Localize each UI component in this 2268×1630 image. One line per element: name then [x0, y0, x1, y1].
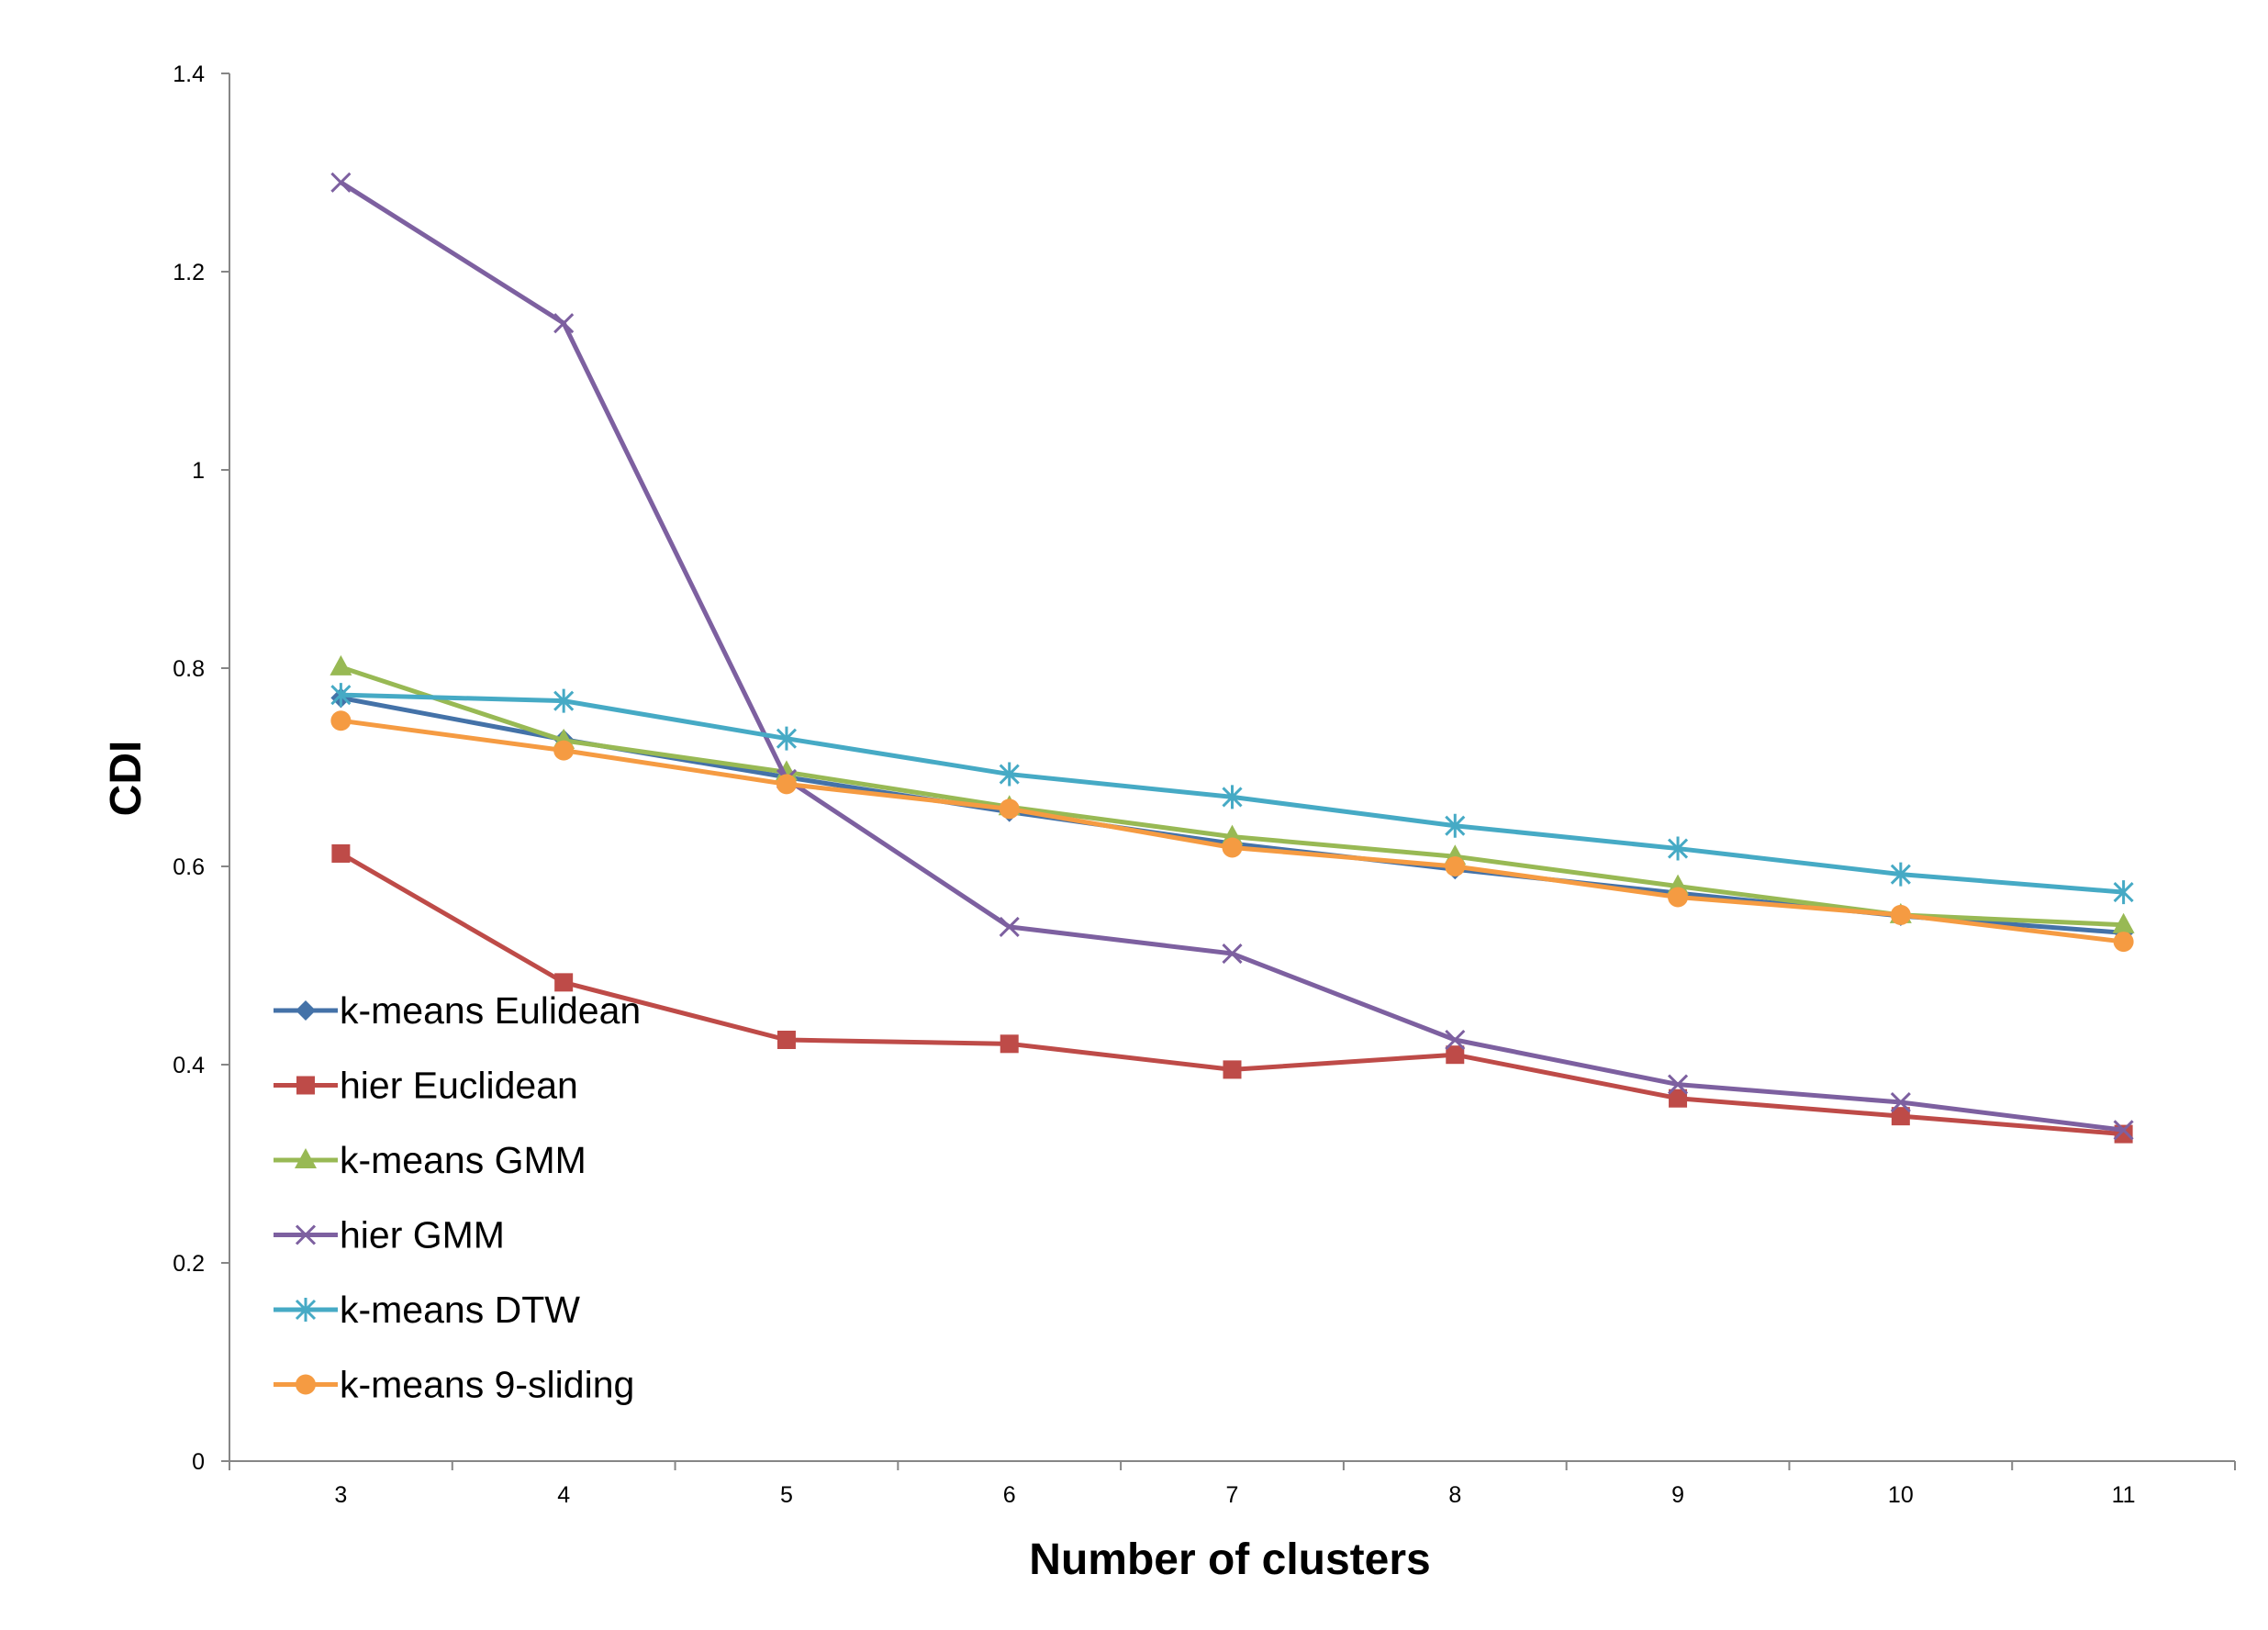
y-tick-label: 1 [192, 458, 205, 484]
legend-marker [296, 1000, 316, 1021]
x-tick-label: 6 [1003, 1482, 1016, 1508]
legend-marker [295, 1148, 317, 1168]
data-point [1669, 1089, 1688, 1108]
data-point [1445, 813, 1466, 838]
y-tick-label: 1.2 [173, 260, 205, 285]
legend-label: hier Euclidean [340, 1065, 578, 1107]
y-axis-title: CDI [102, 741, 151, 817]
legend-label: k-means DTW [340, 1289, 580, 1331]
legend-label: k-means 9-sliding [340, 1364, 634, 1406]
data-point [1890, 862, 1911, 887]
legend-item: hier Euclidean [274, 1065, 578, 1107]
data-point [776, 774, 797, 795]
series-0 [330, 687, 2134, 943]
data-point [1668, 887, 1689, 908]
data-point [1222, 837, 1243, 858]
data-point [330, 654, 352, 675]
data-point [2113, 880, 2134, 905]
legend: k-means Eulidean hier Euclidean k-means GM… [274, 989, 641, 1406]
x-tick-label: 8 [1448, 1482, 1461, 1508]
data-point [999, 916, 1020, 937]
x-tick-label: 9 [1671, 1482, 1684, 1508]
series-1 [331, 843, 2133, 1144]
x-axis-ticks: 3 4 5 6 7 8 9 10 11 [229, 1461, 2236, 1508]
data-point [1445, 1029, 1466, 1051]
data-point [2113, 1120, 2134, 1141]
data-point [776, 726, 798, 751]
data-point [1222, 785, 1243, 809]
x-tick-label: 7 [1226, 1482, 1239, 1508]
y-tick-label: 0.6 [173, 854, 205, 880]
data-point [1891, 1107, 1910, 1126]
data-point [1446, 1045, 1465, 1065]
y-tick-label: 0.8 [173, 656, 205, 682]
series-line [340, 695, 2124, 935]
legend-label: hier GMM [340, 1214, 505, 1256]
data-point [1890, 1091, 1911, 1113]
data-point [1445, 856, 1466, 876]
series-line [340, 180, 2124, 1133]
legend-item: k-means GMM [274, 1139, 587, 1181]
data-point [1667, 836, 1689, 861]
axes [229, 73, 2235, 1462]
y-tick-label: 0.2 [173, 1251, 205, 1277]
data-point [553, 740, 575, 761]
x-tick-label: 5 [780, 1482, 793, 1508]
legend-item: k-means DTW [274, 1289, 580, 1331]
x-tick-label: 10 [1888, 1482, 1914, 1508]
data-point [776, 1031, 796, 1049]
x-tick-label: 3 [334, 1482, 347, 1508]
legend-item: k-means 9-sliding [274, 1364, 634, 1406]
data-point [330, 683, 352, 708]
x-axis-title: Number of clusters [1029, 1535, 1430, 1584]
legend-label: k-means GMM [340, 1139, 587, 1181]
data-point [999, 762, 1020, 787]
y-axis-ticks: 0 0.2 0.4 0.6 0.8 1 1.2 1.4 [173, 61, 229, 1475]
legend-item: hier GMM [274, 1214, 505, 1256]
y-tick-label: 0 [192, 1449, 205, 1475]
data-point [1000, 1034, 1019, 1054]
data-point [1223, 1060, 1242, 1079]
data-point [330, 710, 352, 731]
legend-label: k-means Eulidean [340, 989, 641, 1032]
legend-item: k-means Eulidean [274, 989, 641, 1032]
data-point [331, 843, 351, 863]
data-point [553, 313, 575, 334]
legend-marker [295, 1298, 317, 1322]
data-point [1222, 943, 1243, 965]
series-lines [330, 172, 2135, 1144]
data-point [999, 798, 1020, 820]
data-point [1667, 1074, 1689, 1095]
data-point [2113, 932, 2134, 953]
y-tick-label: 0.4 [173, 1053, 205, 1078]
x-tick-label: 4 [557, 1482, 570, 1508]
series-5 [330, 710, 2134, 953]
data-point [330, 172, 352, 193]
data-point [1890, 904, 1911, 925]
legend-marker [295, 1224, 317, 1245]
x-tick-label: 11 [2112, 1482, 2136, 1508]
data-point [2112, 912, 2135, 933]
legend-marker [296, 1076, 315, 1095]
data-point [553, 688, 575, 713]
y-tick-label: 1.4 [173, 61, 205, 87]
data-point [554, 973, 574, 992]
series-4 [330, 683, 2134, 905]
legend-marker [296, 1374, 316, 1395]
